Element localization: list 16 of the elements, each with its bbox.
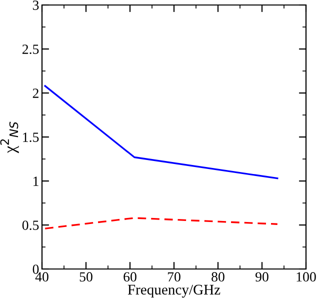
x-tick-label: 50 [80, 272, 92, 282]
x-tick-label: 70 [168, 272, 180, 282]
x-tick-label: 90 [256, 272, 268, 282]
y-tick-label: 1.5 [23, 132, 39, 142]
y-tick-label: 2 [32, 88, 38, 98]
y-axis-title: χ$^{2}$$_{NS}$ [0, 122, 19, 154]
y-tick-label: 1 [34, 176, 38, 186]
x-tick-label: 100 [296, 272, 316, 282]
x-axis-title: Frequency/GHz [128, 284, 220, 298]
x-tick-label: 40 [35, 272, 48, 282]
x-tick-label: 60 [124, 272, 136, 282]
y-tick-label: 3 [32, 0, 39, 10]
y-tick-label: 2.5 [22, 44, 39, 54]
y-tick-label: 0.5 [22, 220, 39, 230]
y-tick-label: 0 [32, 264, 39, 274]
x-tick-label: 80 [212, 272, 224, 282]
